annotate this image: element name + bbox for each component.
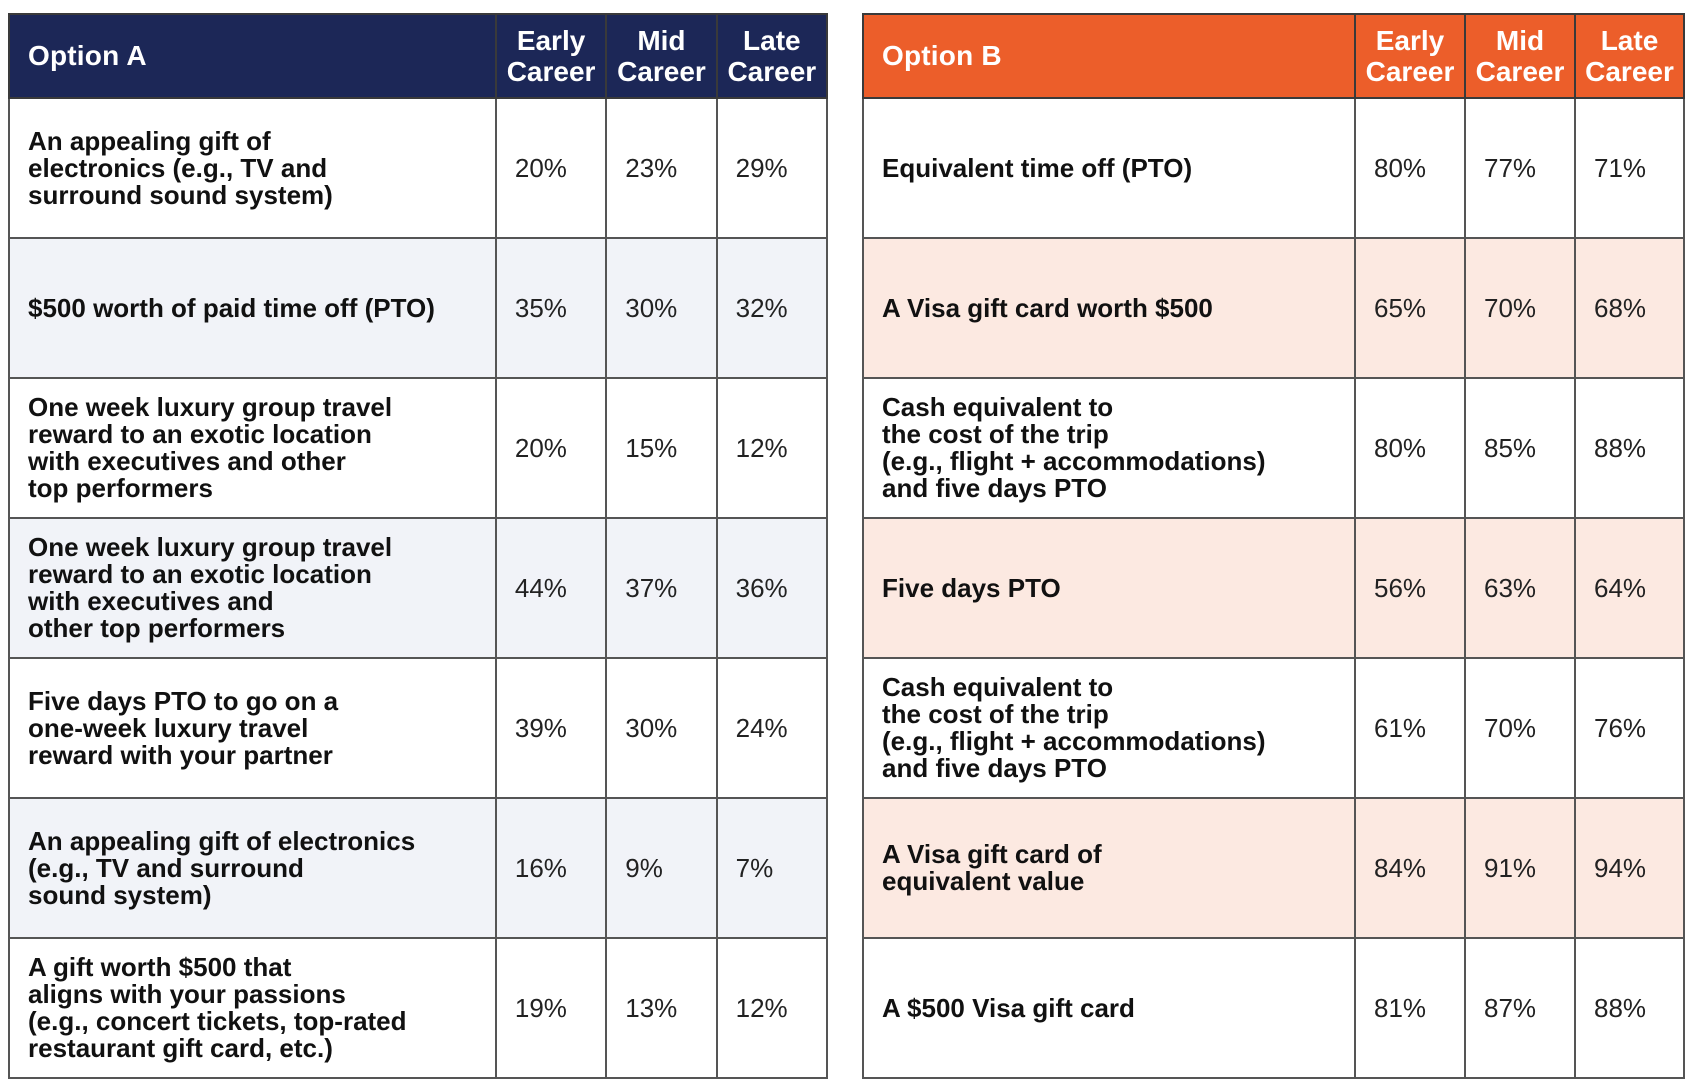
mid-career-value: 63%: [1464, 517, 1576, 659]
table-row: A gift worth $500 that aligns with your …: [8, 937, 829, 1079]
option-b-col-mid-career: Mid Career: [1464, 13, 1576, 99]
option-b-row-label: Cash equivalent to the cost of the trip …: [862, 377, 1356, 519]
early-career-value: 19%: [494, 937, 608, 1079]
mid-career-value: 85%: [1464, 377, 1576, 519]
option-a-col-late-career: Late Career: [715, 13, 829, 99]
mid-career-value: 87%: [1464, 937, 1576, 1079]
late-career-value: 12%: [715, 377, 829, 519]
late-career-value: 68%: [1574, 237, 1685, 379]
option-b-title: Option B: [862, 13, 1356, 99]
late-career-value: 32%: [715, 237, 829, 379]
option-a-table: Option A Early Career Mid Career Late Ca…: [8, 13, 829, 1079]
table-row: An appealing gift of electronics (e.g., …: [8, 797, 829, 939]
early-career-value: 20%: [494, 97, 608, 239]
early-career-value: 56%: [1354, 517, 1466, 659]
option-a-row-label: An appealing gift of electronics (e.g., …: [8, 797, 497, 939]
option-b-row-label: Five days PTO: [862, 517, 1356, 659]
early-career-value: 61%: [1354, 657, 1466, 799]
option-a-col-early-career: Early Career: [494, 13, 608, 99]
table-row: One week luxury group travel reward to a…: [8, 517, 829, 659]
early-career-value: 65%: [1354, 237, 1466, 379]
late-career-value: 88%: [1574, 937, 1685, 1079]
late-career-value: 76%: [1574, 657, 1685, 799]
option-b-row-label: Equivalent time off (PTO): [862, 97, 1356, 239]
mid-career-value: 70%: [1464, 657, 1576, 799]
table-row: Five days PTO 56% 63% 64%: [862, 517, 1685, 659]
late-career-value: 64%: [1574, 517, 1685, 659]
option-b-col-early-career: Early Career: [1354, 13, 1466, 99]
late-career-value: 12%: [715, 937, 829, 1079]
table-row: One week luxury group travel reward to a…: [8, 377, 829, 519]
late-career-value: 88%: [1574, 377, 1685, 519]
option-a-header-row: Option A Early Career Mid Career Late Ca…: [8, 13, 829, 99]
table-row: A Visa gift card worth $500 65% 70% 68%: [862, 237, 1685, 379]
table-row: $500 worth of paid time off (PTO) 35% 30…: [8, 237, 829, 379]
mid-career-value: 15%: [605, 377, 718, 519]
late-career-value: 24%: [715, 657, 829, 799]
late-career-value: 29%: [715, 97, 829, 239]
early-career-value: 35%: [494, 237, 608, 379]
early-career-value: 80%: [1354, 377, 1466, 519]
late-career-value: 71%: [1574, 97, 1685, 239]
option-b-row-label: A Visa gift card of equivalent value: [862, 797, 1356, 939]
early-career-value: 81%: [1354, 937, 1466, 1079]
table-row: Equivalent time off (PTO) 80% 77% 71%: [862, 97, 1685, 239]
early-career-value: 80%: [1354, 97, 1466, 239]
early-career-value: 44%: [494, 517, 608, 659]
mid-career-value: 30%: [605, 657, 718, 799]
mid-career-value: 30%: [605, 237, 718, 379]
early-career-value: 20%: [494, 377, 608, 519]
early-career-value: 39%: [494, 657, 608, 799]
table-row: Five days PTO to go on a one-week luxury…: [8, 657, 829, 799]
option-a-row-label: A gift worth $500 that aligns with your …: [8, 937, 497, 1079]
mid-career-value: 37%: [605, 517, 718, 659]
mid-career-value: 91%: [1464, 797, 1576, 939]
mid-career-value: 77%: [1464, 97, 1576, 239]
table-row: A $500 Visa gift card 81% 87% 88%: [862, 937, 1685, 1079]
early-career-value: 16%: [494, 797, 608, 939]
option-a-col-mid-career: Mid Career: [605, 13, 718, 99]
mid-career-value: 9%: [605, 797, 718, 939]
mid-career-value: 13%: [605, 937, 718, 1079]
table-row: An appealing gift of electronics (e.g., …: [8, 97, 829, 239]
option-b-row-label: A Visa gift card worth $500: [862, 237, 1356, 379]
option-b-col-late-career: Late Career: [1574, 13, 1685, 99]
late-career-value: 7%: [715, 797, 829, 939]
mid-career-value: 23%: [605, 97, 718, 239]
mid-career-value: 70%: [1464, 237, 1576, 379]
option-a-row-label: One week luxury group travel reward to a…: [8, 377, 497, 519]
option-b-table: Option B Early Career Mid Career Late Ca…: [862, 13, 1685, 1079]
table-row: Cash equivalent to the cost of the trip …: [862, 377, 1685, 519]
option-a-row-label: One week luxury group travel reward to a…: [8, 517, 497, 659]
late-career-value: 36%: [715, 517, 829, 659]
option-a-row-label: $500 worth of paid time off (PTO): [8, 237, 497, 379]
option-a-row-label: Five days PTO to go on a one-week luxury…: [8, 657, 497, 799]
table-row: A Visa gift card of equivalent value 84%…: [862, 797, 1685, 939]
option-b-header-row: Option B Early Career Mid Career Late Ca…: [862, 13, 1685, 99]
early-career-value: 84%: [1354, 797, 1466, 939]
table-row: Cash equivalent to the cost of the trip …: [862, 657, 1685, 799]
option-b-row-label: Cash equivalent to the cost of the trip …: [862, 657, 1356, 799]
option-a-title: Option A: [8, 13, 497, 99]
late-career-value: 94%: [1574, 797, 1685, 939]
option-a-row-label: An appealing gift of electronics (e.g., …: [8, 97, 497, 239]
option-b-row-label: A $500 Visa gift card: [862, 937, 1356, 1079]
